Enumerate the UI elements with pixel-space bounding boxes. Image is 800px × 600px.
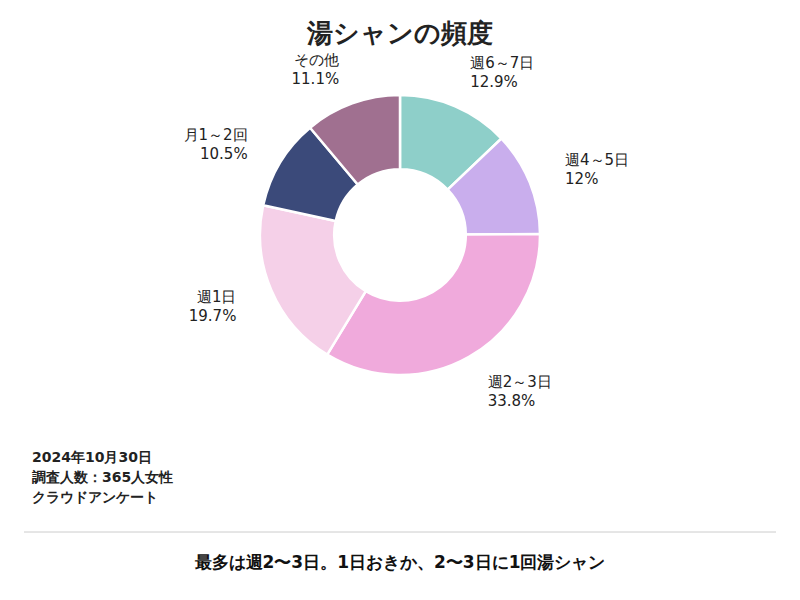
data-label-value: 12.9%	[470, 73, 518, 91]
data-label-value: 19.7%	[189, 307, 237, 325]
slice	[260, 205, 366, 354]
data-label-value: 11.1%	[292, 70, 340, 88]
note: 調査人数：365人女性	[32, 469, 173, 485]
data-label-value: 10.5%	[200, 145, 248, 163]
slice	[448, 139, 540, 235]
data-label-category: 月1～2回	[184, 126, 248, 144]
data-label-category: 週4～5日	[565, 151, 629, 169]
data-label-value: 12%	[565, 170, 598, 188]
chart: 湯シャンの頻度週6～7日12.9% 週4～5日12% 週2～3日33.8% 週1日19…	[0, 0, 800, 600]
separator	[24, 532, 776, 533]
slice	[327, 234, 540, 375]
data-label-value: 33.8%	[488, 392, 536, 410]
footer: 最多は週2〜3日。1日おきか、2〜3日に1回湯シャン	[194, 552, 606, 572]
data-label-category: 週1日	[197, 288, 237, 306]
data-label-category: 週2～3日	[488, 373, 552, 391]
slice	[310, 95, 400, 185]
data-label-category: 週6～7日	[470, 54, 534, 72]
title: 湯シャンの頻度	[306, 18, 493, 48]
note: クラウドアンケート	[32, 489, 158, 505]
data-label-category: その他	[294, 51, 339, 69]
data-labels: 週6～7日12.9% 週4～5日12% 週2～3日33.8% 週1日19.7% 月1～2…	[184, 51, 630, 410]
note: 2024年10月30日	[32, 449, 152, 465]
donut	[260, 95, 540, 375]
